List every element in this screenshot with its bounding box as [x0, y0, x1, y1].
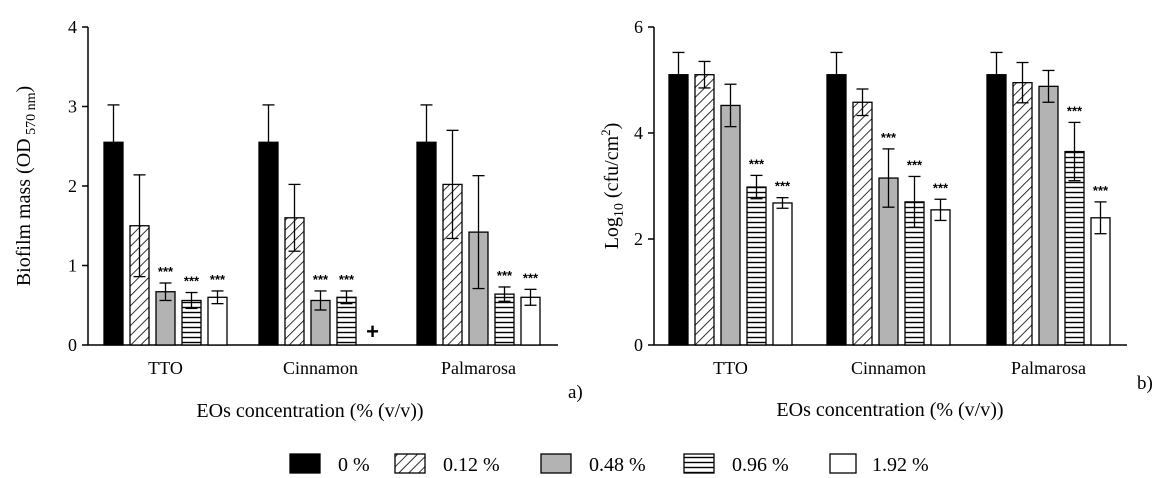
- bar: [986, 74, 1007, 346]
- y-tick-label: 1: [68, 256, 77, 276]
- bar: [258, 141, 279, 346]
- significance-label: ***: [497, 268, 513, 283]
- panel-label: b): [1137, 373, 1153, 394]
- panel-label: a): [568, 382, 583, 403]
- y-tick-label: 2: [68, 176, 77, 196]
- legend-label: 0.96 %: [732, 454, 789, 476]
- significance-label: ***: [933, 180, 949, 195]
- panel-a-chart: 0 1 2 3 4 Biofilm mass (OD 570 nm) *** *** *** TT…: [13, 17, 583, 422]
- legend-swatch: [289, 453, 321, 474]
- x-tick-label: TTO: [148, 358, 183, 378]
- bar: [1012, 82, 1033, 346]
- legend-label: 0 %: [338, 454, 370, 476]
- significance-label: +: [366, 319, 379, 344]
- y-tick-label: 6: [634, 17, 643, 37]
- bar: [336, 296, 357, 346]
- bar: [416, 141, 437, 346]
- significance-label: ***: [210, 272, 226, 287]
- bar: [1038, 85, 1059, 346]
- bar: [668, 74, 689, 346]
- legend-label: 0.12 %: [443, 454, 500, 476]
- significance-label: ***: [523, 270, 539, 285]
- y-tick-label: 3: [68, 97, 77, 117]
- legend-swatch: [683, 453, 715, 474]
- x-tick-label: Palmarosa: [1011, 358, 1086, 378]
- x-axis-title: EOs concentration (% (v/v)): [776, 399, 1003, 421]
- bar: [694, 74, 715, 346]
- bar: [207, 296, 228, 346]
- y-tick-label: 2: [634, 229, 643, 249]
- x-tick-label: Palmarosa: [441, 358, 516, 378]
- significance-label: ***: [158, 264, 174, 279]
- bar: [1090, 217, 1111, 346]
- significance-label: ***: [749, 156, 765, 171]
- legend-label: 1.92 %: [872, 454, 929, 476]
- y-tick-label: 4: [68, 17, 77, 37]
- bar: [772, 202, 793, 346]
- significance-label: ***: [184, 274, 200, 289]
- significance-label: ***: [1093, 183, 1109, 198]
- legend-swatch: [394, 453, 426, 474]
- bar: [103, 141, 124, 346]
- bar: [720, 104, 741, 346]
- legend-swatch: [829, 453, 857, 474]
- bar: [826, 74, 847, 346]
- significance-label: ***: [775, 179, 791, 194]
- legend-swatch: [540, 453, 572, 474]
- significance-label: ***: [881, 130, 897, 145]
- x-tick-label: TTO: [713, 358, 748, 378]
- legend-label: 0.48 %: [589, 454, 646, 476]
- panel-b-chart: 0 2 4 6 Log10 (cfu/cm2) *** *** TTO *** *** *** Cin…: [598, 17, 1153, 421]
- bar: [930, 209, 951, 346]
- x-tick-label: Cinnamon: [851, 358, 926, 378]
- significance-label: ***: [339, 272, 355, 287]
- bar: [852, 101, 873, 346]
- y-tick-label: 4: [634, 123, 643, 143]
- bar: [746, 186, 767, 346]
- y-axis-title: Biofilm mass (OD 570 nm): [13, 86, 39, 286]
- significance-label: ***: [313, 272, 329, 287]
- legend: 0 % 0.12 % 0.48 % 0.96 % 1.92 %: [289, 453, 929, 476]
- y-axis-title: Log10 (cfu/cm2): [598, 123, 627, 250]
- y-tick-label: 0: [68, 335, 77, 355]
- x-tick-label: Cinnamon: [283, 358, 358, 378]
- x-axis-title: EOs concentration (% (v/v)): [196, 400, 423, 422]
- significance-label: ***: [1067, 103, 1083, 118]
- y-tick-label: 0: [634, 335, 643, 355]
- significance-label: ***: [907, 157, 923, 172]
